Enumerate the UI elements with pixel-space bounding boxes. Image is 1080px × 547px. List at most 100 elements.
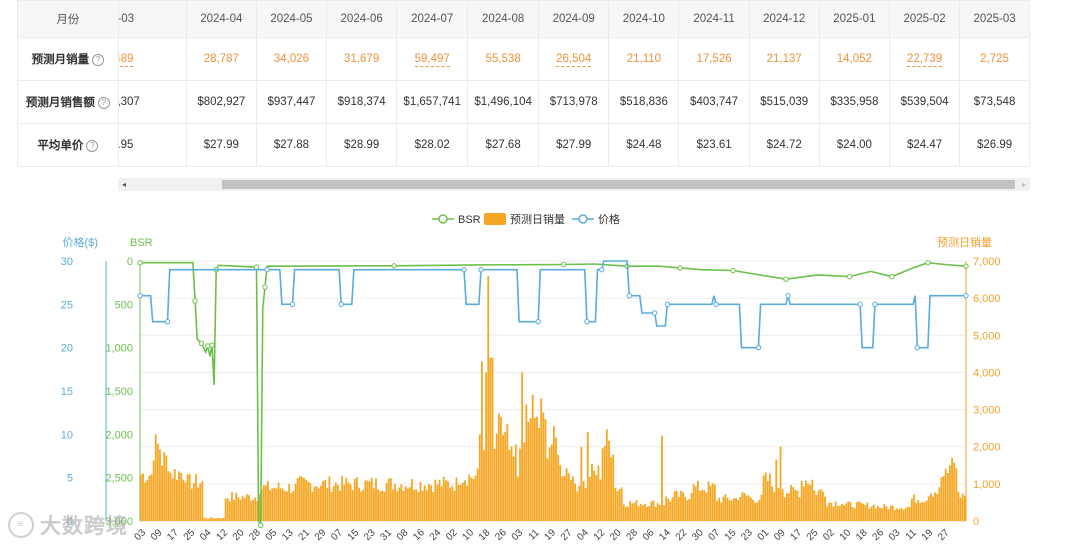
sales-bar [781, 489, 784, 521]
bsr-tick-label: 0 [127, 256, 133, 268]
sales-bar [165, 455, 168, 521]
price-point [857, 301, 863, 308]
scroll-thumb[interactable] [222, 180, 1015, 189]
sales-bar [783, 497, 786, 521]
sales-bar [550, 444, 553, 521]
sales-bar [601, 448, 604, 521]
table-cell: 31,679 [326, 37, 398, 81]
sales-bar [296, 478, 299, 521]
sales-bar [851, 507, 854, 521]
sales-bar [805, 480, 807, 521]
x-tick-label: 14 [657, 527, 673, 543]
x-tick-label: 20 [231, 527, 247, 543]
cell-value[interactable]: 26,504 [556, 53, 592, 67]
table-cell: 21,110 [608, 37, 680, 81]
sales-tick-label: 2,000 [973, 442, 1001, 454]
price-tick-label: 10 [61, 429, 73, 441]
cell-value: $24.47 [906, 139, 943, 151]
sales-bar [902, 509, 905, 521]
sales-bar [637, 506, 640, 521]
sales-bar [366, 480, 369, 521]
sales-bar [735, 498, 737, 521]
sales-bar [938, 487, 941, 521]
price-point [872, 301, 878, 308]
price-point [289, 301, 296, 308]
scroll-right-arrow-icon[interactable]: ▸ [1021, 180, 1026, 189]
help-icon[interactable]: ? [86, 140, 99, 152]
sales-bar [567, 473, 570, 521]
sales-bar [847, 501, 850, 521]
x-tick-label: 24 [428, 527, 444, 543]
cell-value[interactable]: 22,739 [906, 53, 943, 67]
sales-bar [569, 479, 572, 521]
sales-tick-label: 5,000 [973, 330, 1001, 342]
cell-value: 06,307 [119, 96, 140, 108]
sales-bar [349, 484, 352, 521]
sales-bar [328, 476, 331, 521]
sales-bar [809, 484, 812, 521]
sales-bar [186, 474, 189, 521]
x-tick-label: 02 [444, 527, 460, 543]
sales-bar [671, 497, 674, 521]
sales-bar [648, 506, 651, 521]
x-tick-label: 09 [149, 527, 165, 543]
sales-bar [739, 496, 742, 521]
sales-bar [464, 480, 466, 521]
scroll-left-arrow-icon[interactable]: ◂ [121, 180, 126, 189]
x-tick-label: 05 [264, 527, 280, 543]
help-icon[interactable]: ? [97, 97, 110, 109]
sales-bar [381, 490, 384, 521]
sales-bar [963, 495, 966, 521]
x-tick-label: 20 [608, 527, 624, 543]
cell-value: $403,747 [690, 96, 739, 108]
sales-bar [625, 506, 627, 521]
sales-bar [478, 434, 481, 521]
sales-bar [254, 497, 257, 521]
table-cell: $713,978 [538, 80, 610, 124]
cell-value[interactable]: 59,497 [414, 53, 450, 67]
x-tick-label: 21 [296, 527, 312, 543]
sales-bar [743, 493, 746, 521]
sales-bar [245, 494, 248, 521]
sales-bar [527, 422, 530, 521]
help-icon[interactable]: ? [92, 54, 105, 66]
table-cell: $515,039 [748, 80, 820, 124]
sales-bar [826, 506, 829, 521]
sales-bar [817, 490, 820, 521]
cell-value[interactable]: 7,489 [119, 53, 134, 67]
sales-bar [231, 492, 233, 521]
price-point [963, 292, 969, 299]
sales-bar [356, 477, 358, 521]
sales-bar [819, 489, 822, 521]
sales-bar [572, 476, 574, 521]
sales-bar [800, 480, 803, 521]
sales-bar [267, 480, 269, 521]
sales-bar [428, 484, 430, 521]
sales-bar [752, 499, 754, 521]
price-line [140, 260, 966, 349]
cell-value: 2,725 [980, 53, 1009, 65]
sales-bar [667, 498, 670, 521]
sales-bar [730, 500, 733, 521]
sales-bar [377, 489, 380, 521]
sales-bar [220, 518, 223, 521]
sales-bar [271, 488, 274, 521]
sales-bar [218, 518, 221, 521]
row-label-text: 预测月销售额 [25, 97, 95, 109]
table-cell: 06,307 [117, 80, 187, 124]
x-tick-label: 15 [346, 527, 362, 543]
horizontal-scrollbar[interactable]: ◂ ▸ [118, 178, 1030, 191]
sales-bar [923, 502, 926, 521]
sales-bar [794, 489, 797, 521]
sales-bar [258, 494, 261, 521]
sales-bar [262, 484, 265, 521]
sales-bar [324, 479, 327, 521]
cell-value: $27.99 [556, 139, 592, 151]
sales-bar [635, 500, 638, 521]
sales-bar [612, 454, 615, 521]
sales-bar [406, 488, 409, 521]
cell-value: $24.72 [766, 139, 802, 151]
table-cell: $27.99 [538, 123, 610, 167]
sales-bar [307, 481, 310, 521]
sales-bar [311, 491, 314, 521]
